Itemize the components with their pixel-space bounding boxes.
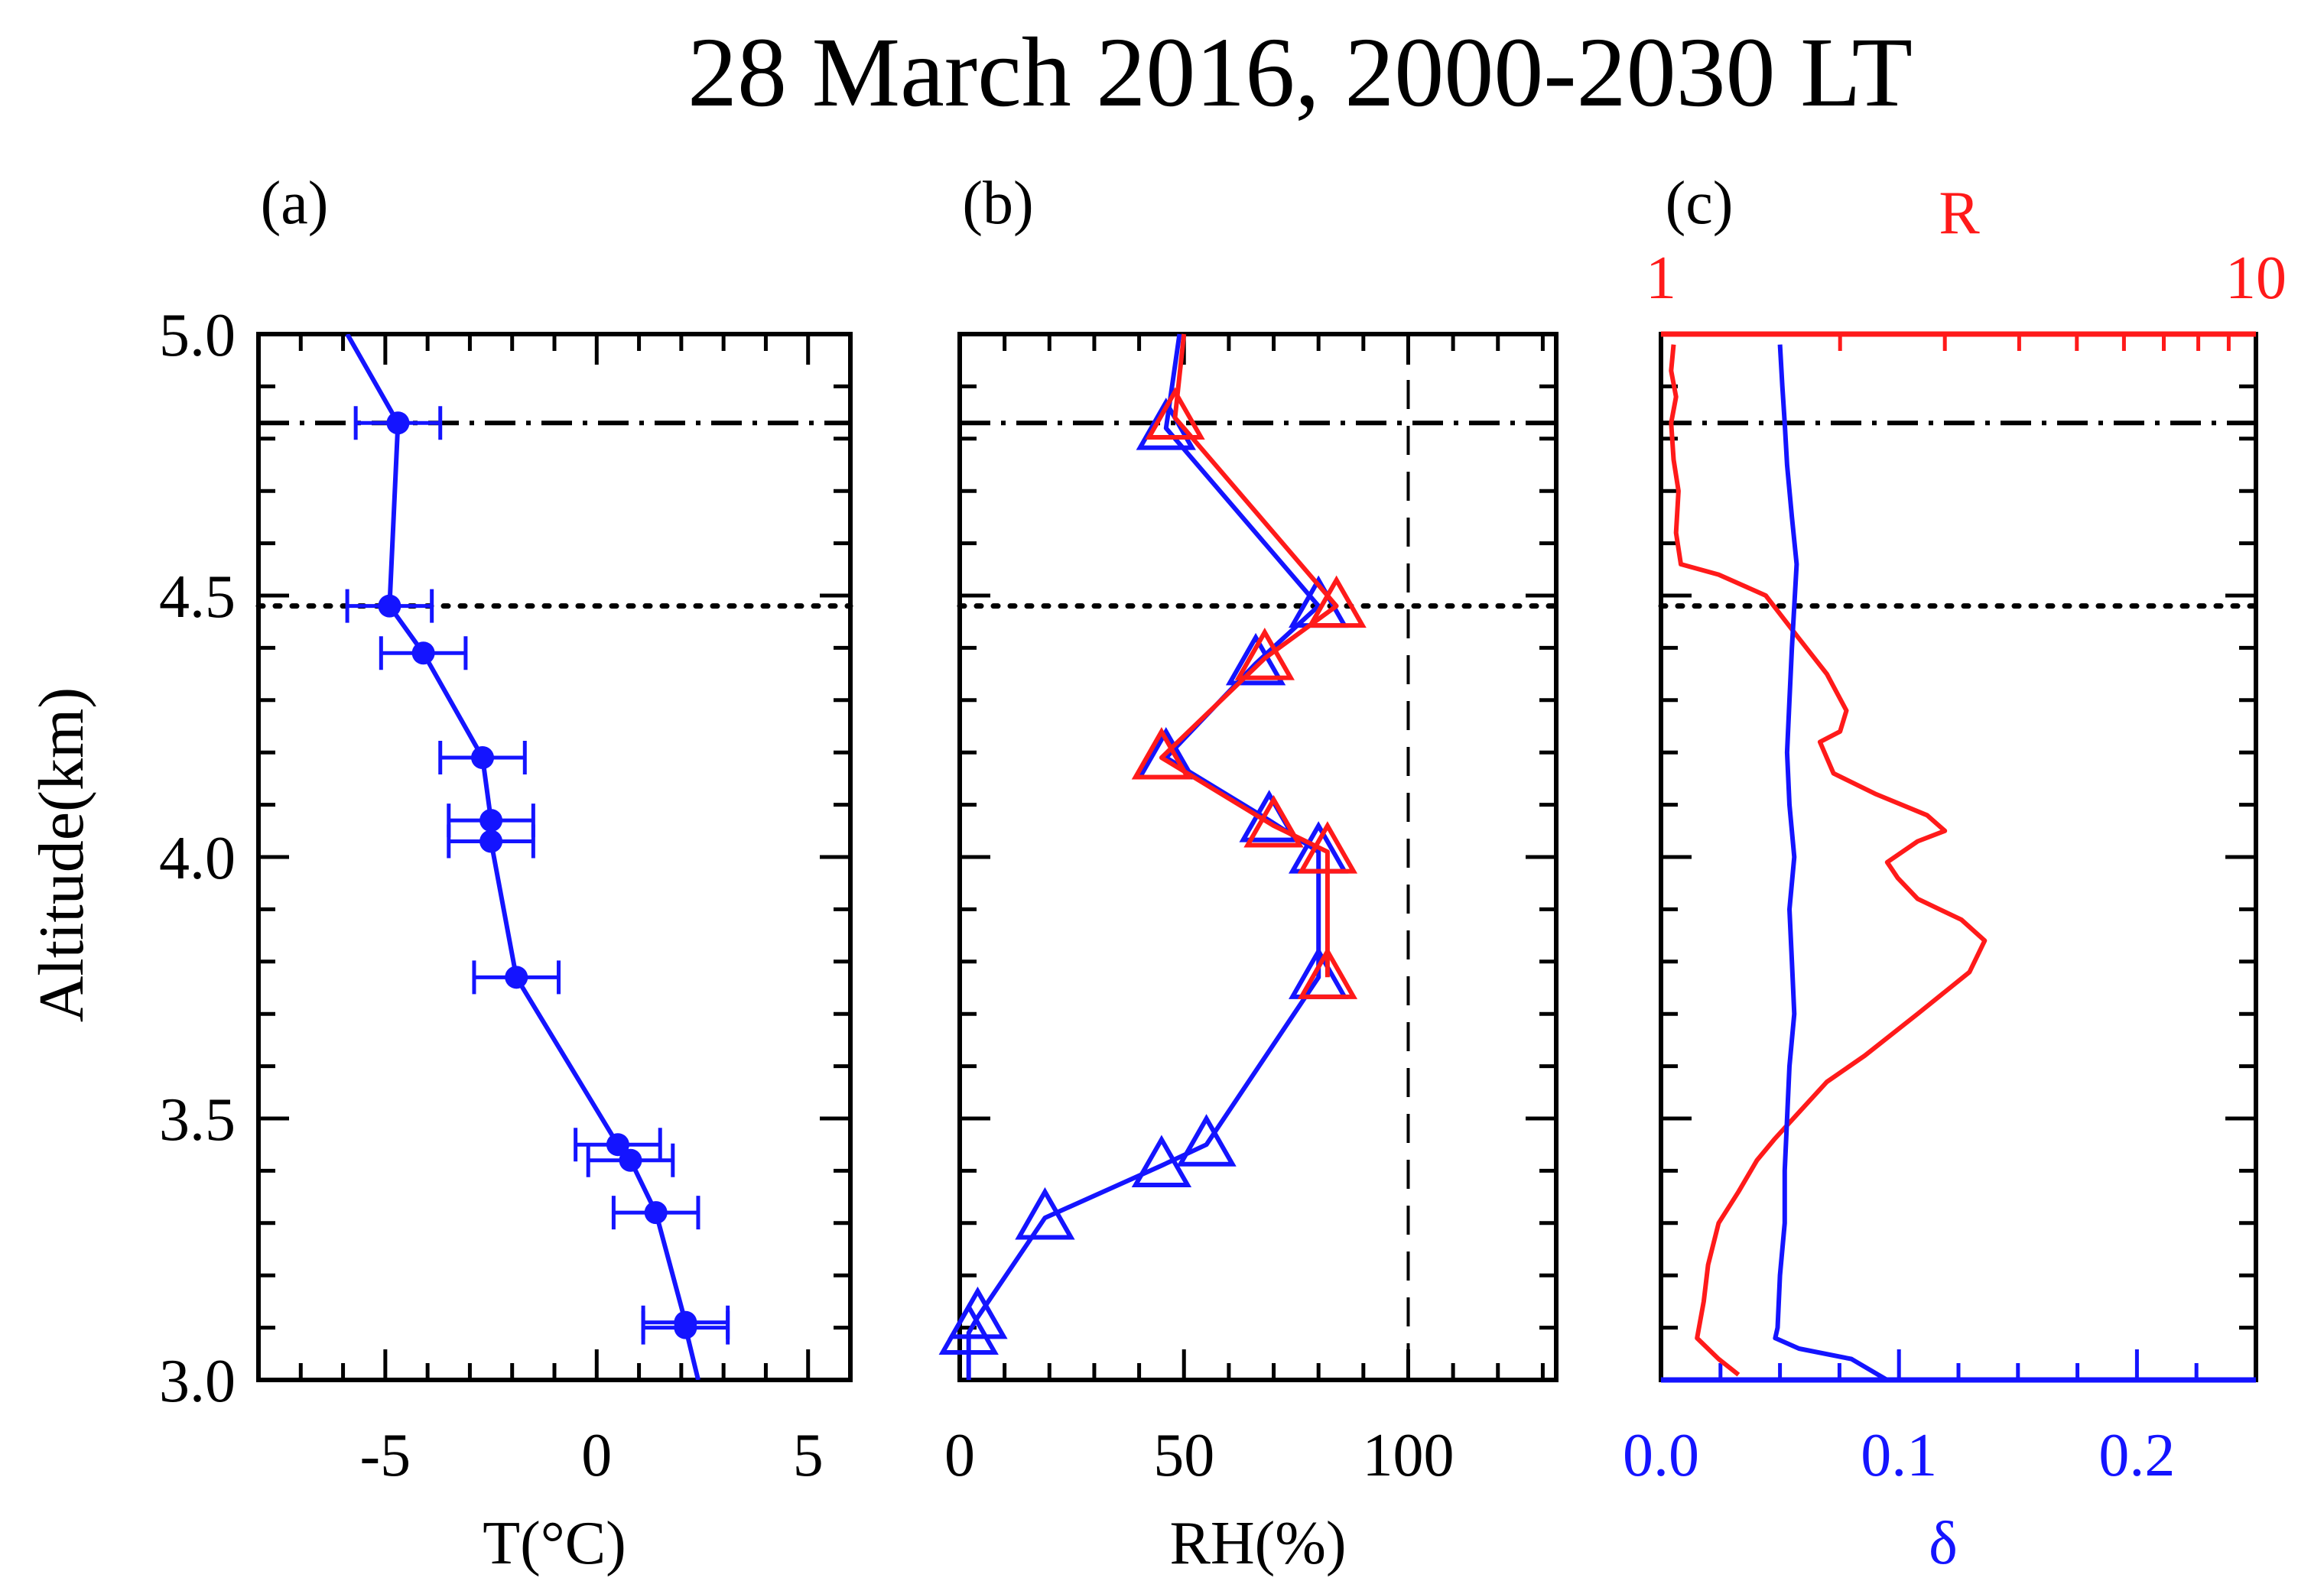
plot-frame [1659, 332, 2258, 1382]
panel-label-b: (b) [962, 170, 1033, 237]
lidar-series [1669, 344, 1988, 1380]
rh-marker-red [1234, 628, 1295, 680]
temperature-point [606, 1133, 629, 1157]
panel-c: 0.0 0.1 0.2 δ 1 10 R (c) [1623, 170, 2287, 1577]
y-tick-label: 3.0 [159, 1348, 236, 1415]
temperature-point [674, 1316, 697, 1339]
delta-tick-label: 0.1 [1861, 1422, 1937, 1489]
rh-marker-red [1306, 575, 1367, 628]
temperature-point [378, 594, 401, 618]
panel-label-a: (a) [261, 170, 329, 237]
rh-marker-blue [1015, 1187, 1075, 1240]
plot-frame [256, 332, 853, 1382]
temperature-line [345, 334, 700, 1380]
temperature-point [644, 1201, 668, 1225]
plot-frame [957, 332, 1559, 1382]
temperature-point [505, 966, 528, 989]
temperature-point [479, 809, 503, 833]
r-axis-label: R [1939, 180, 1980, 247]
rh-marker-blue [1176, 1114, 1237, 1167]
rh-marker-red [1297, 821, 1358, 874]
delta-tick-label: 0.0 [1623, 1422, 1699, 1489]
rh-marker-blue [1131, 1135, 1192, 1188]
temperature-point [386, 411, 410, 435]
y-axis-label: Altitude(km) [26, 687, 97, 1023]
backscatter-ratio-line [1669, 344, 1988, 1377]
temperature-series [345, 334, 730, 1380]
x-tick-label: 0 [581, 1422, 612, 1489]
rh-line-blue [966, 333, 1321, 1380]
y-tick-label: 3.5 [159, 1086, 236, 1154]
delta-tick-label: 0.2 [2098, 1422, 2175, 1489]
depolarization-line [1773, 344, 1889, 1380]
x-tick-label: 100 [1362, 1422, 1454, 1489]
rh-marker-blue [938, 1302, 999, 1355]
rh-marker-red [1243, 794, 1304, 848]
rh-marker-red [1297, 946, 1358, 999]
x-axis-label: RH(%) [1169, 1510, 1346, 1577]
delta-axis-label: δ [1929, 1510, 1958, 1577]
r-tick-label-max: 10 [2225, 245, 2287, 312]
rh-marker-red [1131, 726, 1192, 780]
temperature-point [471, 746, 495, 770]
y-tick-label: 4.5 [159, 563, 236, 631]
rh-series-red [1131, 333, 1367, 999]
rh-marker-blue [1225, 632, 1286, 686]
r-tick-label-min: 1 [1646, 245, 1676, 312]
x-axis-label: T(°C) [483, 1510, 626, 1577]
temperature-point [619, 1148, 642, 1172]
x-tick-label: 5 [793, 1422, 824, 1489]
temperature-point [479, 829, 503, 853]
y-tick-label: 5.0 [159, 302, 236, 369]
panels: 3.0 3.5 4.0 4.5 5.0 -5 0 5 T(°C) (a) Altitude(km) 0… [26, 170, 2287, 1577]
rh-marker-red [1145, 387, 1205, 440]
x-tick-label: 0 [944, 1422, 975, 1489]
panel-a: 3.0 3.5 4.0 4.5 5.0 -5 0 5 T(°C) (a) Altitude(km) [26, 170, 853, 1577]
temperature-point [411, 641, 435, 665]
panel-label-c: (c) [1666, 170, 1734, 237]
y-tick-label: 4.0 [159, 825, 236, 892]
figure-title: 28 March 2016, 2000-2030 LT [687, 18, 1913, 128]
x-tick-label: 50 [1153, 1422, 1214, 1489]
x-tick-label: -5 [360, 1422, 411, 1489]
rh-series-blue [938, 333, 1349, 1380]
rh-line-red [1159, 333, 1339, 978]
